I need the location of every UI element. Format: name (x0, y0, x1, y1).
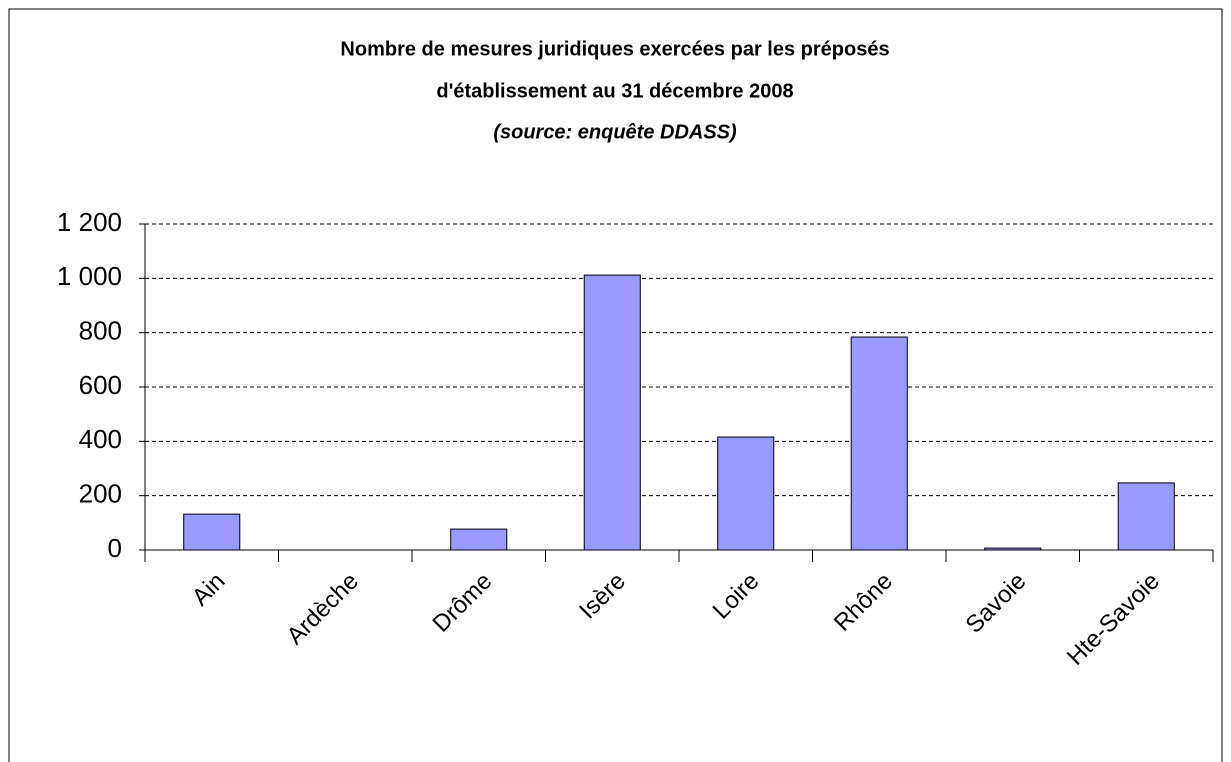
x-tick-label: Isère (574, 568, 631, 625)
bar (984, 547, 1042, 551)
bar (183, 513, 241, 551)
x-tick-label: Savoie (960, 568, 1031, 639)
bar (1117, 482, 1175, 551)
y-tick-label: 0 (108, 533, 122, 563)
y-tick-label: 200 (79, 479, 122, 509)
y-tick-label: 1 200 (57, 207, 122, 237)
x-tick-label: Ardèche (282, 568, 364, 650)
x-tick-label: Loire (708, 568, 765, 625)
bar (583, 274, 641, 551)
x-tick-label: Drôme (427, 568, 497, 638)
y-tick-label: 1 000 (57, 261, 122, 291)
y-tick-label: 400 (79, 424, 122, 454)
y-tick-label: 600 (79, 370, 122, 400)
x-tick-label: Hte-Savoie (1062, 568, 1165, 671)
chart-title: Nombre de mesures juridiques exercées pa… (340, 38, 889, 60)
chart-title: d'établissement au 31 décembre 2008 (436, 80, 793, 102)
bar (450, 528, 508, 551)
bar (850, 336, 908, 551)
chart-frame (8, 8, 1223, 762)
y-tick-label: 800 (79, 316, 122, 346)
x-tick-label: Rhône (829, 568, 898, 637)
bar (717, 436, 775, 551)
chart-subtitle: (source: enquête DDASS) (493, 121, 737, 143)
x-tick-label: Ain (187, 568, 231, 612)
